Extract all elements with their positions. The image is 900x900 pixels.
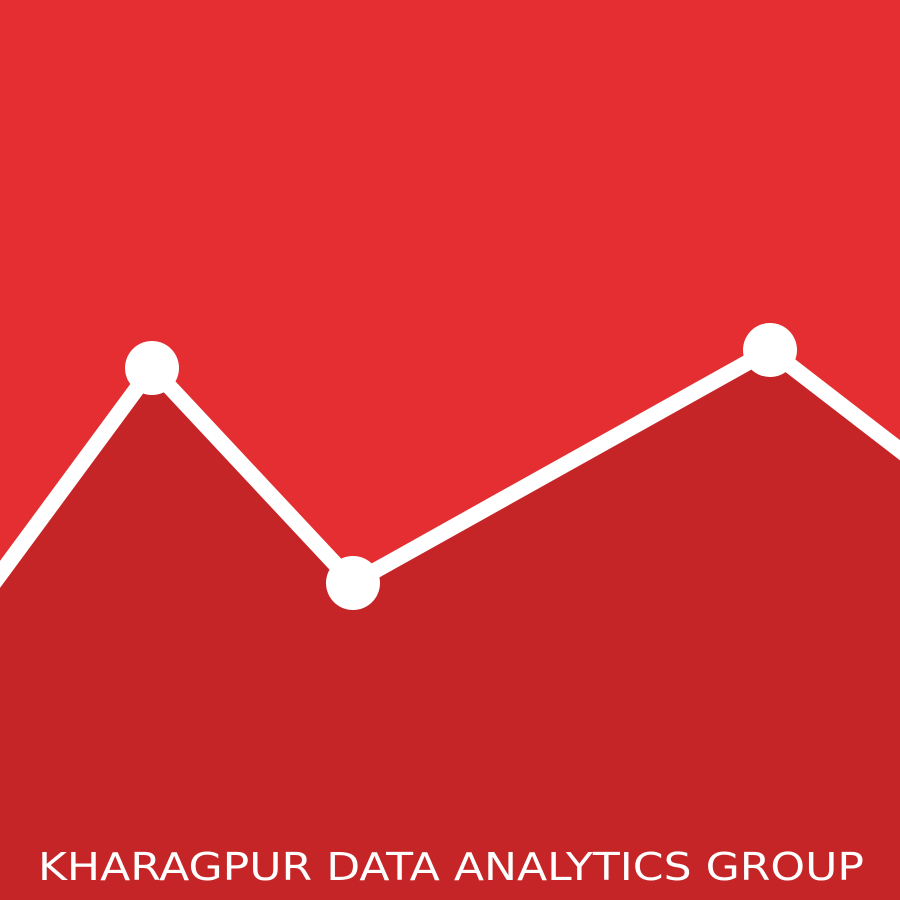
point xyxy=(125,341,179,395)
point xyxy=(743,323,797,377)
area xyxy=(0,350,900,900)
point xyxy=(326,556,380,610)
caption: KHARAGPUR DATA ANALYTICS GROUP xyxy=(38,845,864,889)
